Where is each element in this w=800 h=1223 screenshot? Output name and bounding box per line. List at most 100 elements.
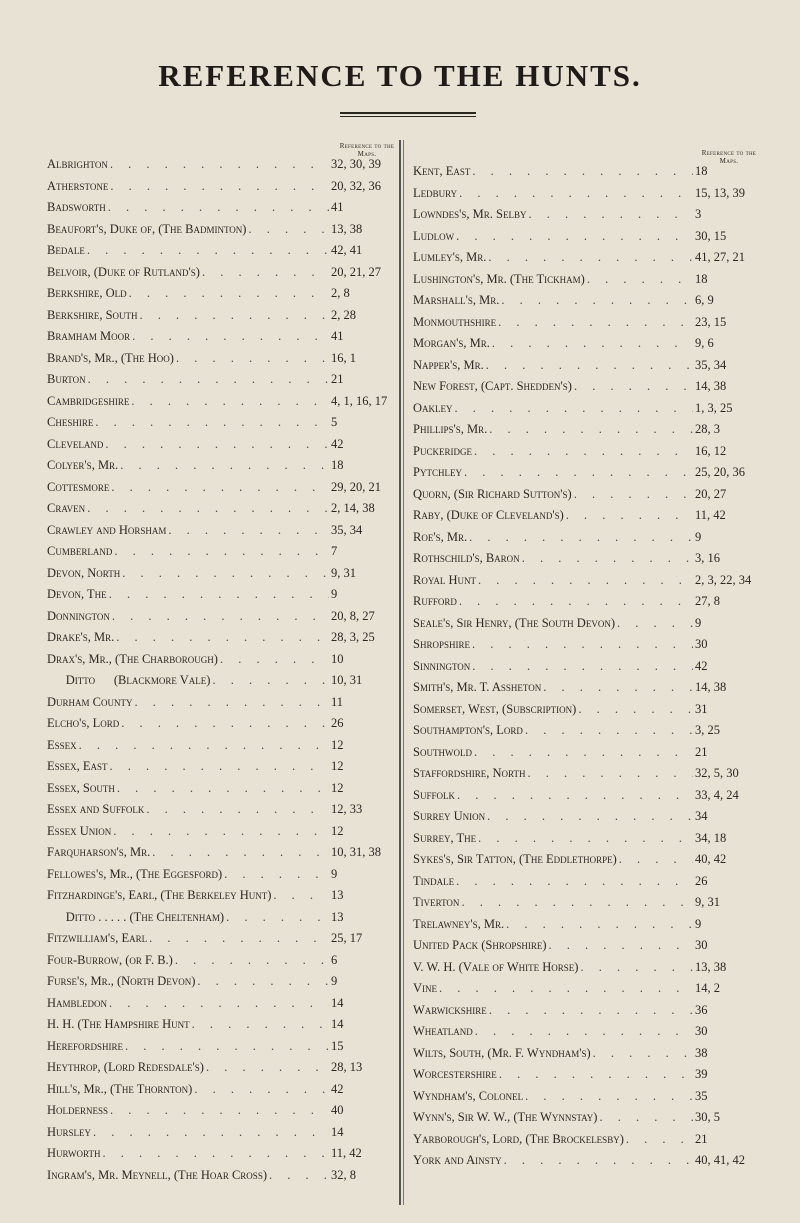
hunt-name: Bramham Moor xyxy=(47,329,131,344)
dot-leader xyxy=(456,874,693,889)
hunt-name: Ledbury xyxy=(413,185,458,200)
hunt-name: Durham County xyxy=(47,694,133,709)
hunt-name: Furse's, Mr., (North Devon) xyxy=(47,974,196,989)
hunt-name: Albrighton xyxy=(47,157,108,172)
hunt-entry: Fitzwilliam's, Earl 25, 17 xyxy=(47,928,399,950)
map-reference: 6 xyxy=(331,952,338,967)
hunt-entry: Yarborough's, Lord, (The Brockelesby) 21 xyxy=(413,1129,763,1151)
map-reference: 41 xyxy=(331,200,344,215)
hunt-name: Atherstone xyxy=(47,178,109,193)
map-reference: 13 xyxy=(331,909,344,924)
dot-leader xyxy=(121,716,329,731)
hunt-entry: Drake's, Mr. 28, 3, 25 xyxy=(47,627,399,649)
map-reference: 12, 33 xyxy=(331,802,363,817)
hunt-entry: Cambridgeshire 4, 1, 16, 17 xyxy=(47,391,399,413)
hunt-entry: Napper's, Mr. 35, 34 xyxy=(413,355,763,377)
hunt-entry: H. H. (The Hampshire Hunt 14 xyxy=(47,1014,399,1036)
map-reference: 18 xyxy=(331,458,344,473)
dot-leader xyxy=(109,996,329,1011)
hunt-name: Rothschild's, Baron xyxy=(413,551,520,566)
map-reference: 25, 20, 36 xyxy=(695,465,745,480)
map-reference: 13, 38 xyxy=(331,221,363,236)
map-reference: 42 xyxy=(331,1081,344,1096)
hunt-name: Bedale xyxy=(47,243,85,258)
dot-leader xyxy=(112,609,329,624)
hunt-entry: Somerset, West, (Subscription) 31 xyxy=(413,699,763,721)
map-reference: 13, 38 xyxy=(695,959,727,974)
hunt-name: Napper's, Mr. xyxy=(413,357,484,372)
dot-leader xyxy=(619,852,693,867)
dot-leader xyxy=(472,659,693,674)
dot-leader xyxy=(527,766,693,781)
hunt-name: Cumberland xyxy=(47,544,113,559)
dot-leader xyxy=(120,458,329,473)
dot-leader xyxy=(93,1125,329,1140)
hunt-name: Smith's, Mr. T. Assheton xyxy=(413,680,542,695)
dot-leader xyxy=(122,566,329,581)
map-reference: 30, 15 xyxy=(695,228,727,243)
column-divider xyxy=(399,140,404,1205)
hunt-name: Rufford xyxy=(413,594,457,609)
map-reference: 12 xyxy=(331,759,344,774)
map-reference: 42 xyxy=(695,658,708,673)
map-reference: 27, 8 xyxy=(695,594,720,609)
map-reference: 31 xyxy=(695,701,708,716)
dot-leader xyxy=(489,1003,693,1018)
hunt-entry: Herefordshire 15 xyxy=(47,1036,399,1058)
hunt-entry: Farquharson's, Mr. 10, 31, 38 xyxy=(47,842,399,864)
dot-leader xyxy=(457,788,693,803)
map-reference: 12 xyxy=(331,737,344,752)
hunt-entry: Puckeridge 16, 12 xyxy=(413,441,763,463)
map-reference: 35, 34 xyxy=(331,522,363,537)
hunt-entry: Suffolk 33, 4, 24 xyxy=(413,785,763,807)
hunt-entry: Ludlow 30, 15 xyxy=(413,226,763,248)
hunt-name: Donnington xyxy=(47,608,110,623)
hunt-name: Wynn's, Sir W. W., (The Wynnstay) xyxy=(413,1110,598,1125)
hunt-entry: Pytchley 25, 20, 36 xyxy=(413,462,763,484)
map-reference: 32, 30, 39 xyxy=(331,157,381,172)
hunt-name: Elcho's, Lord xyxy=(47,716,120,731)
map-reference: 21 xyxy=(331,372,344,387)
map-reference: 21 xyxy=(695,744,708,759)
hunt-entry: Devon, The 9 xyxy=(47,584,399,606)
hunt-entry: Kent, East 18 xyxy=(413,161,763,183)
hunt-name: Surrey, The xyxy=(413,830,477,845)
hunt-name: Wilts, South, (Mr. F. Wyndham's) xyxy=(413,1045,591,1060)
hunt-entry: Ledbury 15, 13, 39 xyxy=(413,183,763,205)
dot-leader xyxy=(129,286,329,301)
hunt-name: Belvoir, (Duke of Rutland's) xyxy=(47,264,200,279)
hunt-name: Farquharson's, Mr. xyxy=(47,845,151,860)
hunt-name: Lushington's, Mr. (The Tickham) xyxy=(413,271,585,286)
hunt-entry: Tiverton 9, 31 xyxy=(413,892,763,914)
map-reference: 11, 42 xyxy=(331,1146,362,1161)
hunt-entry: Sykes's, Sir Tatton, (The Eddlethorpe) 40… xyxy=(413,849,763,871)
hunt-entry: Fellowes's, Mr., (The Eggesford) 9 xyxy=(47,864,399,886)
hunt-name: Roe's, Mr. xyxy=(413,529,468,544)
dot-leader xyxy=(461,895,693,910)
hunt-entry: Fitzhardinge's, Earl, (The Berkeley Hunt… xyxy=(47,885,399,907)
map-reference: 18 xyxy=(695,271,708,286)
hunt-entry: Smith's, Mr. T. Assheton 14, 38 xyxy=(413,677,763,699)
hunt-entry: Southwold 21 xyxy=(413,742,763,764)
hunt-entry: Furse's, Mr., (North Devon) 9 xyxy=(47,971,399,993)
dot-leader xyxy=(549,938,693,953)
hunt-entry: Monmouthshire 23, 15 xyxy=(413,312,763,334)
hunt-name: Wyndham's, Colonel xyxy=(413,1088,524,1103)
hunt-entry: Badsworth 41 xyxy=(47,197,399,219)
map-reference: 28, 13 xyxy=(331,1060,363,1075)
map-reference: 14 xyxy=(331,995,344,1010)
map-reference: 3 xyxy=(695,207,702,222)
hunt-name: Sykes's, Sir Tatton, (The Eddlethorpe) xyxy=(413,852,617,867)
dot-leader xyxy=(525,1089,693,1104)
hunt-entry: Royal Hunt 2, 3, 22, 34 xyxy=(413,570,763,592)
hunt-name: Phillips's, Mr. xyxy=(413,422,488,437)
dot-leader xyxy=(501,293,693,308)
map-reference: 20, 32, 36 xyxy=(331,178,381,193)
hunt-entry: Marshall's, Mr. 6, 9 xyxy=(413,290,763,312)
map-reference: 2, 28 xyxy=(331,307,356,322)
map-reference: 38 xyxy=(695,1045,708,1060)
dot-leader xyxy=(224,867,329,882)
dot-leader xyxy=(478,573,693,588)
column-header: Reference to the Maps. xyxy=(701,149,757,165)
dot-leader xyxy=(474,745,693,760)
